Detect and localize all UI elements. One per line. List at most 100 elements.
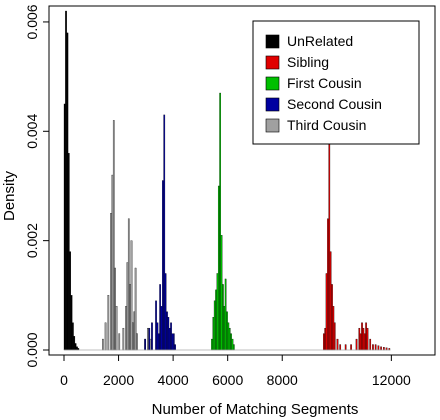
histogram-bar (104, 322, 107, 351)
legend-label: UnRelated (287, 33, 353, 49)
y-tick-label: 0.002 (24, 223, 40, 258)
histogram-bar (344, 344, 347, 351)
histogram-bar (164, 273, 167, 351)
histogram-bar (374, 344, 377, 351)
legend-label: Third Cousin (287, 117, 366, 133)
histogram-bar (327, 218, 329, 351)
histogram-bar (361, 322, 363, 351)
histogram-bar (147, 327, 149, 351)
histogram-bar (227, 322, 230, 351)
legend-swatch (265, 76, 280, 91)
histogram-bar (332, 306, 335, 351)
histogram-bar (129, 284, 131, 351)
histogram-bar (156, 322, 159, 351)
histogram-bar (220, 235, 223, 351)
histogram-bar (112, 120, 115, 351)
series-second-cousin (144, 114, 176, 351)
histogram-bar (372, 344, 374, 351)
histogram-bar (228, 327, 231, 351)
legend-swatch (265, 34, 280, 49)
histogram-bar (157, 333, 160, 351)
histogram-bar (331, 284, 333, 351)
histogram-bars (63, 10, 391, 351)
legend-item-third-cousin: Third Cousin (265, 117, 366, 133)
histogram-bar (126, 262, 129, 351)
histogram-bar (163, 114, 166, 351)
histogram-bar (160, 306, 163, 351)
histogram-bar (125, 306, 127, 351)
histogram-bar (151, 322, 153, 351)
histogram-bar (219, 92, 222, 351)
histogram-bar (148, 327, 151, 351)
legend-item-unrelated: UnRelated (265, 33, 353, 49)
histogram-bar (115, 306, 118, 351)
x-tick-label: 2000 (103, 372, 134, 388)
y-axis-label: Density (1, 170, 18, 221)
histogram-bar (377, 345, 380, 351)
histogram-bar (114, 267, 116, 351)
histogram-bar (132, 322, 134, 351)
legend: UnRelated Sibling First Cousin Second Cousi… (252, 20, 420, 145)
histogram-bar (118, 333, 121, 351)
histogram-bar (168, 327, 171, 351)
histogram-bar (358, 327, 361, 351)
histogram-bar (380, 346, 382, 351)
y-tick-label: 0.006 (24, 4, 40, 39)
legend-label: Sibling (287, 54, 329, 70)
legend-item-first-cousin: First Cousin (265, 75, 362, 91)
histogram-bar (217, 185, 220, 351)
histogram-bar (322, 333, 325, 351)
histogram-bar (155, 300, 157, 351)
histogram-bar (65, 10, 67, 351)
histogram-bar (149, 338, 152, 351)
histogram-bar (224, 278, 227, 351)
histogram-bar (213, 300, 216, 351)
histogram-bar (171, 333, 174, 351)
histogram-bar (325, 273, 328, 351)
histogram-bar (72, 322, 74, 351)
histogram-bar (366, 327, 369, 351)
histogram-bar (162, 180, 164, 351)
histogram-bar (63, 103, 66, 351)
series-unrelated (63, 10, 80, 351)
histogram-bar (122, 327, 125, 351)
histogram-bar (144, 338, 146, 351)
x-tick-label: 12000 (372, 372, 411, 388)
x-tick-label: 6000 (212, 372, 243, 388)
legend-box (252, 20, 420, 145)
histogram-bar (328, 142, 331, 351)
histogram-bar (365, 322, 367, 351)
x-tick-label: 8000 (267, 372, 298, 388)
y-tick-label: 0.004 (24, 114, 40, 149)
x-tick-label: 4000 (158, 372, 189, 388)
histogram-bar (333, 322, 336, 351)
histogram-bar (130, 240, 133, 351)
histogram-bar (111, 174, 114, 351)
histogram-bar (212, 317, 215, 351)
y-tick-label: 0.000 (24, 332, 40, 367)
series-first-cousin (211, 92, 235, 351)
histogram-bar (70, 295, 73, 351)
histogram-bar (362, 327, 365, 351)
series-third-cousin (102, 120, 152, 351)
legend-label: First Cousin (287, 75, 362, 91)
histogram-bar (67, 153, 70, 351)
histogram-bar (363, 333, 366, 351)
histogram-bar (383, 347, 385, 351)
histogram-bar (222, 284, 224, 351)
legend-swatch (265, 118, 280, 133)
histogram-bar (369, 338, 372, 351)
histogram-bar (107, 295, 110, 351)
histogram-bar (336, 338, 339, 351)
histogram-bar (166, 311, 168, 351)
histogram-bar (350, 344, 352, 351)
histogram-bar (102, 338, 104, 351)
histogram-bar (74, 343, 77, 351)
histogram-bar (230, 333, 232, 351)
legend-swatch (265, 97, 280, 112)
y-axis: 0.000 0.002 0.004 0.006 (24, 4, 50, 368)
histogram-bar (174, 344, 176, 351)
histogram-bar (172, 333, 175, 351)
legend-item-second-cousin: Second Cousin (265, 96, 382, 112)
